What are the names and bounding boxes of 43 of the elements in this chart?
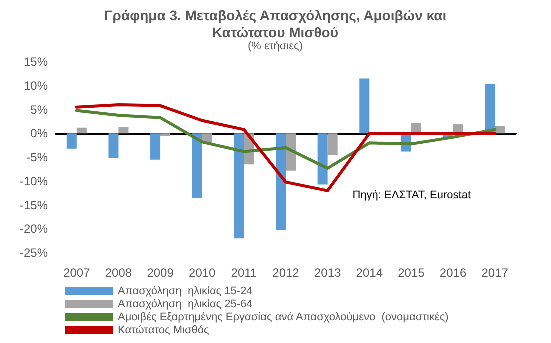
bar [118, 126, 129, 134]
bar [66, 134, 77, 149]
bar [76, 128, 87, 134]
x-tick-label: 2013 [314, 266, 342, 280]
y-tick-label: 0% [30, 126, 48, 141]
bar [318, 134, 328, 185]
legend-label: Κατώτατος Μισθός [118, 324, 210, 336]
y-tick-label: 5% [30, 102, 48, 117]
annotation: Πηγή: ΕΛΣΤΑΤ, Eurostat [352, 190, 472, 202]
bar [360, 78, 370, 134]
x-tick-label: 2016 [440, 266, 467, 280]
y-tick-label: -5% [26, 150, 48, 164]
legend-label: Αμοιβές Εξαρτημένης Εργασίας ανά Απασχολούμενο (ονομαστικές) [118, 312, 449, 324]
x-tick-label: 2015 [398, 266, 426, 280]
x-tick-label: 2009 [147, 266, 174, 280]
legend-label: Απασχόληση ηλικίας 15-24 [118, 286, 253, 298]
line-series [75, 109, 497, 170]
bar [192, 134, 202, 198]
bar [234, 134, 244, 239]
legend-label: Απασχόληση ηλικίας 25-64 [118, 298, 253, 310]
x-tick-label: 2008 [105, 266, 132, 280]
x-tick-label: 2007 [64, 266, 91, 280]
bar [286, 134, 296, 171]
x-tick-label: 2010 [189, 266, 216, 280]
x-tick-label: 2014 [356, 266, 384, 280]
y-tick-label: -25% [20, 246, 48, 260]
y-tick-label: -15% [20, 198, 48, 212]
x-tick-label: 2017 [482, 266, 509, 280]
bar [485, 84, 496, 134]
chart-title: Γράφημα 3. Μεταβολές Απασχόλησης, Αμοιβών και Κατώτατου Μισθού [104, 8, 447, 40]
y-tick-label: 10% [24, 78, 48, 93]
y-tick-label: 15% [24, 55, 48, 69]
bar [150, 134, 161, 160]
bar [276, 134, 286, 231]
bar [328, 134, 338, 156]
bar [108, 134, 119, 158]
chart-subtitle: (% ετήσιες) [248, 40, 303, 52]
x-tick-label: 2012 [272, 266, 300, 280]
bar [495, 126, 506, 134]
bar [160, 134, 171, 136]
y-tick-label: -20% [20, 222, 48, 236]
x-tick-label: 2011 [231, 266, 258, 280]
y-tick-label: -10% [20, 174, 48, 188]
